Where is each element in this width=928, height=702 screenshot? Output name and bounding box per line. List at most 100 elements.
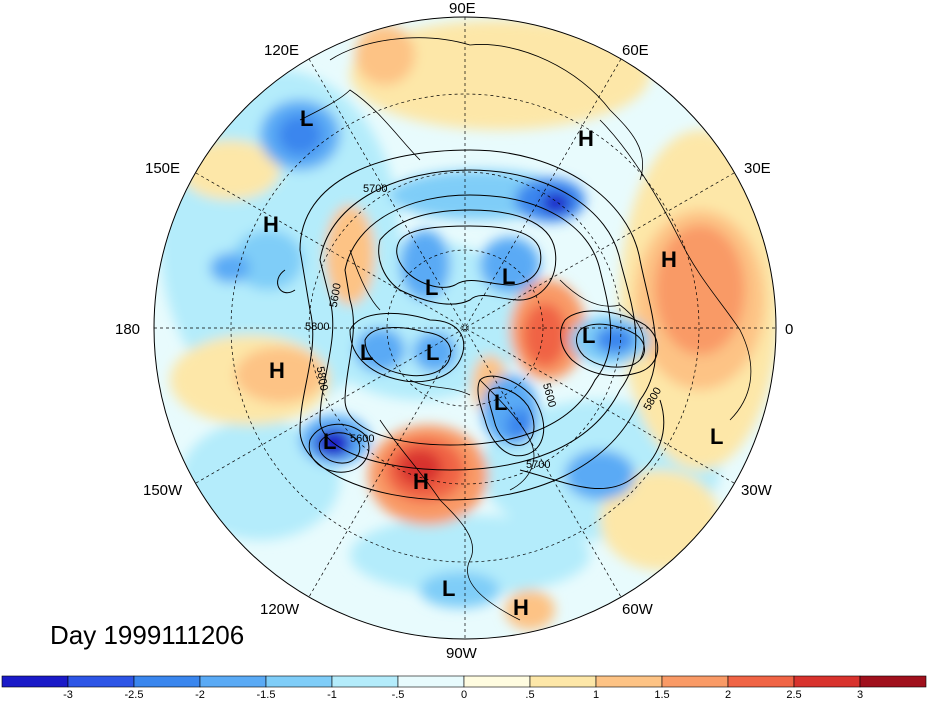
contour-label: 5600 xyxy=(328,282,344,308)
coastline xyxy=(329,37,644,181)
height-contour xyxy=(349,312,465,383)
anomaly-region xyxy=(233,230,303,290)
anomaly-region xyxy=(420,572,500,608)
low-pressure-label: L xyxy=(582,323,595,348)
anomaly-region xyxy=(355,328,405,372)
colorbar-tick-label: 3 xyxy=(857,689,863,701)
height-contour xyxy=(318,432,361,464)
low-pressure-label: L xyxy=(442,576,455,601)
colorbar-tick-label: 1 xyxy=(593,689,599,701)
colorbar-swatch xyxy=(859,675,927,688)
height-contour xyxy=(277,269,296,293)
low-pressure-label: L xyxy=(710,424,723,449)
longitude-label-30w: 30W xyxy=(741,482,773,499)
longitude-label-60e: 60E xyxy=(622,42,649,59)
low-pressure-label: L xyxy=(300,106,313,131)
colorbar-swatch xyxy=(397,675,465,688)
height-contour xyxy=(299,149,657,501)
contour-label: 5800 xyxy=(305,321,329,333)
anomaly-region xyxy=(278,115,322,155)
high-pressure-label: H xyxy=(661,247,677,272)
contour-label: 5800 xyxy=(314,366,330,392)
colorbar-tick-label: .5 xyxy=(525,689,534,701)
colorbar-swatch xyxy=(133,675,201,688)
longitude-label-150e: 150E xyxy=(145,160,180,177)
anomaly-region xyxy=(565,450,635,500)
high-pressure-label: H xyxy=(263,212,279,237)
colorbar-swatch xyxy=(529,675,597,688)
anomaly-region xyxy=(655,225,745,355)
coastline xyxy=(349,249,381,311)
longitude-label-60w: 60W xyxy=(622,601,654,618)
height-contour xyxy=(344,194,612,446)
height-contour xyxy=(576,323,645,368)
colorbar-swatch xyxy=(595,675,663,688)
contour-label: 5700 xyxy=(363,183,387,195)
low-pressure-label: L xyxy=(426,340,439,365)
contour-label: 5700 xyxy=(526,459,550,471)
colorbar-swatch xyxy=(1,675,69,688)
latitude-circle xyxy=(230,93,700,563)
anomaly-region xyxy=(400,230,450,300)
height-contour xyxy=(488,387,535,446)
longitude-label-90w: 90W xyxy=(446,645,478,662)
longitude-label-180: 180 xyxy=(115,321,140,338)
colorbar-swatch xyxy=(199,675,267,688)
height-contour xyxy=(319,169,637,471)
height-contour xyxy=(396,225,542,288)
longitude-label-120e: 120E xyxy=(264,42,299,59)
longitude-label-90e: 90E xyxy=(449,0,476,17)
meridian xyxy=(308,58,622,598)
anomaly-region xyxy=(480,237,540,293)
coastline xyxy=(599,119,752,421)
low-pressure-label: L xyxy=(425,275,438,300)
latitude-circle xyxy=(308,171,622,485)
high-pressure-label: H xyxy=(578,126,594,151)
low-pressure-label: L xyxy=(494,390,507,415)
height-contour xyxy=(560,310,659,377)
colorbar-tick-label: 0 xyxy=(461,689,467,701)
high-pressure-label: H xyxy=(413,469,429,494)
height-contour xyxy=(477,375,545,457)
colorbar-tick-label: 2 xyxy=(725,689,731,701)
colorbar-tick-label: 2.5 xyxy=(786,689,801,701)
latitude-circle xyxy=(386,249,544,407)
anomaly-region xyxy=(542,193,570,213)
anomaly-region xyxy=(180,420,340,540)
colorbar-swatch xyxy=(67,675,135,688)
high-pressure-label: H xyxy=(269,358,285,383)
map-boundary xyxy=(153,16,777,640)
anomaly-region xyxy=(355,25,415,85)
longitude-label-150w: 150W xyxy=(143,482,183,499)
coastline xyxy=(379,419,521,621)
low-pressure-label: L xyxy=(502,264,515,289)
coastline xyxy=(299,89,421,161)
colorbar-swatch xyxy=(331,675,399,688)
low-pressure-label: L xyxy=(360,340,373,365)
colorbar-swatch xyxy=(793,675,861,688)
anomaly-region xyxy=(350,515,590,595)
longitude-label-30e: 30E xyxy=(744,160,771,177)
anomaly-region xyxy=(595,326,635,354)
contour-label: 5600 xyxy=(350,433,374,445)
height-contour xyxy=(308,423,370,473)
coastline xyxy=(559,279,645,361)
colorbar-swatch xyxy=(727,675,795,688)
colorbar-tick-label: -.5 xyxy=(392,689,405,701)
anomaly-region xyxy=(505,590,555,630)
colorbar-swatch xyxy=(265,675,333,688)
longitude-label-120w: 120W xyxy=(260,601,300,618)
height-contour xyxy=(378,209,557,305)
low-pressure-label: L xyxy=(323,429,336,454)
colorbar-tick-label: 1.5 xyxy=(654,689,669,701)
height-contour xyxy=(364,327,452,377)
anomaly-region xyxy=(413,332,457,372)
meridian xyxy=(195,172,735,484)
colorbar-swatch xyxy=(463,675,531,688)
longitude-label-0: 0 xyxy=(785,321,793,338)
anomaly-region xyxy=(523,303,567,367)
map-title: Day 1999111206 xyxy=(50,620,245,650)
pressure-centers: L H H L L L H L L L H L L H L H xyxy=(263,106,723,620)
anomaly-region xyxy=(350,20,650,130)
